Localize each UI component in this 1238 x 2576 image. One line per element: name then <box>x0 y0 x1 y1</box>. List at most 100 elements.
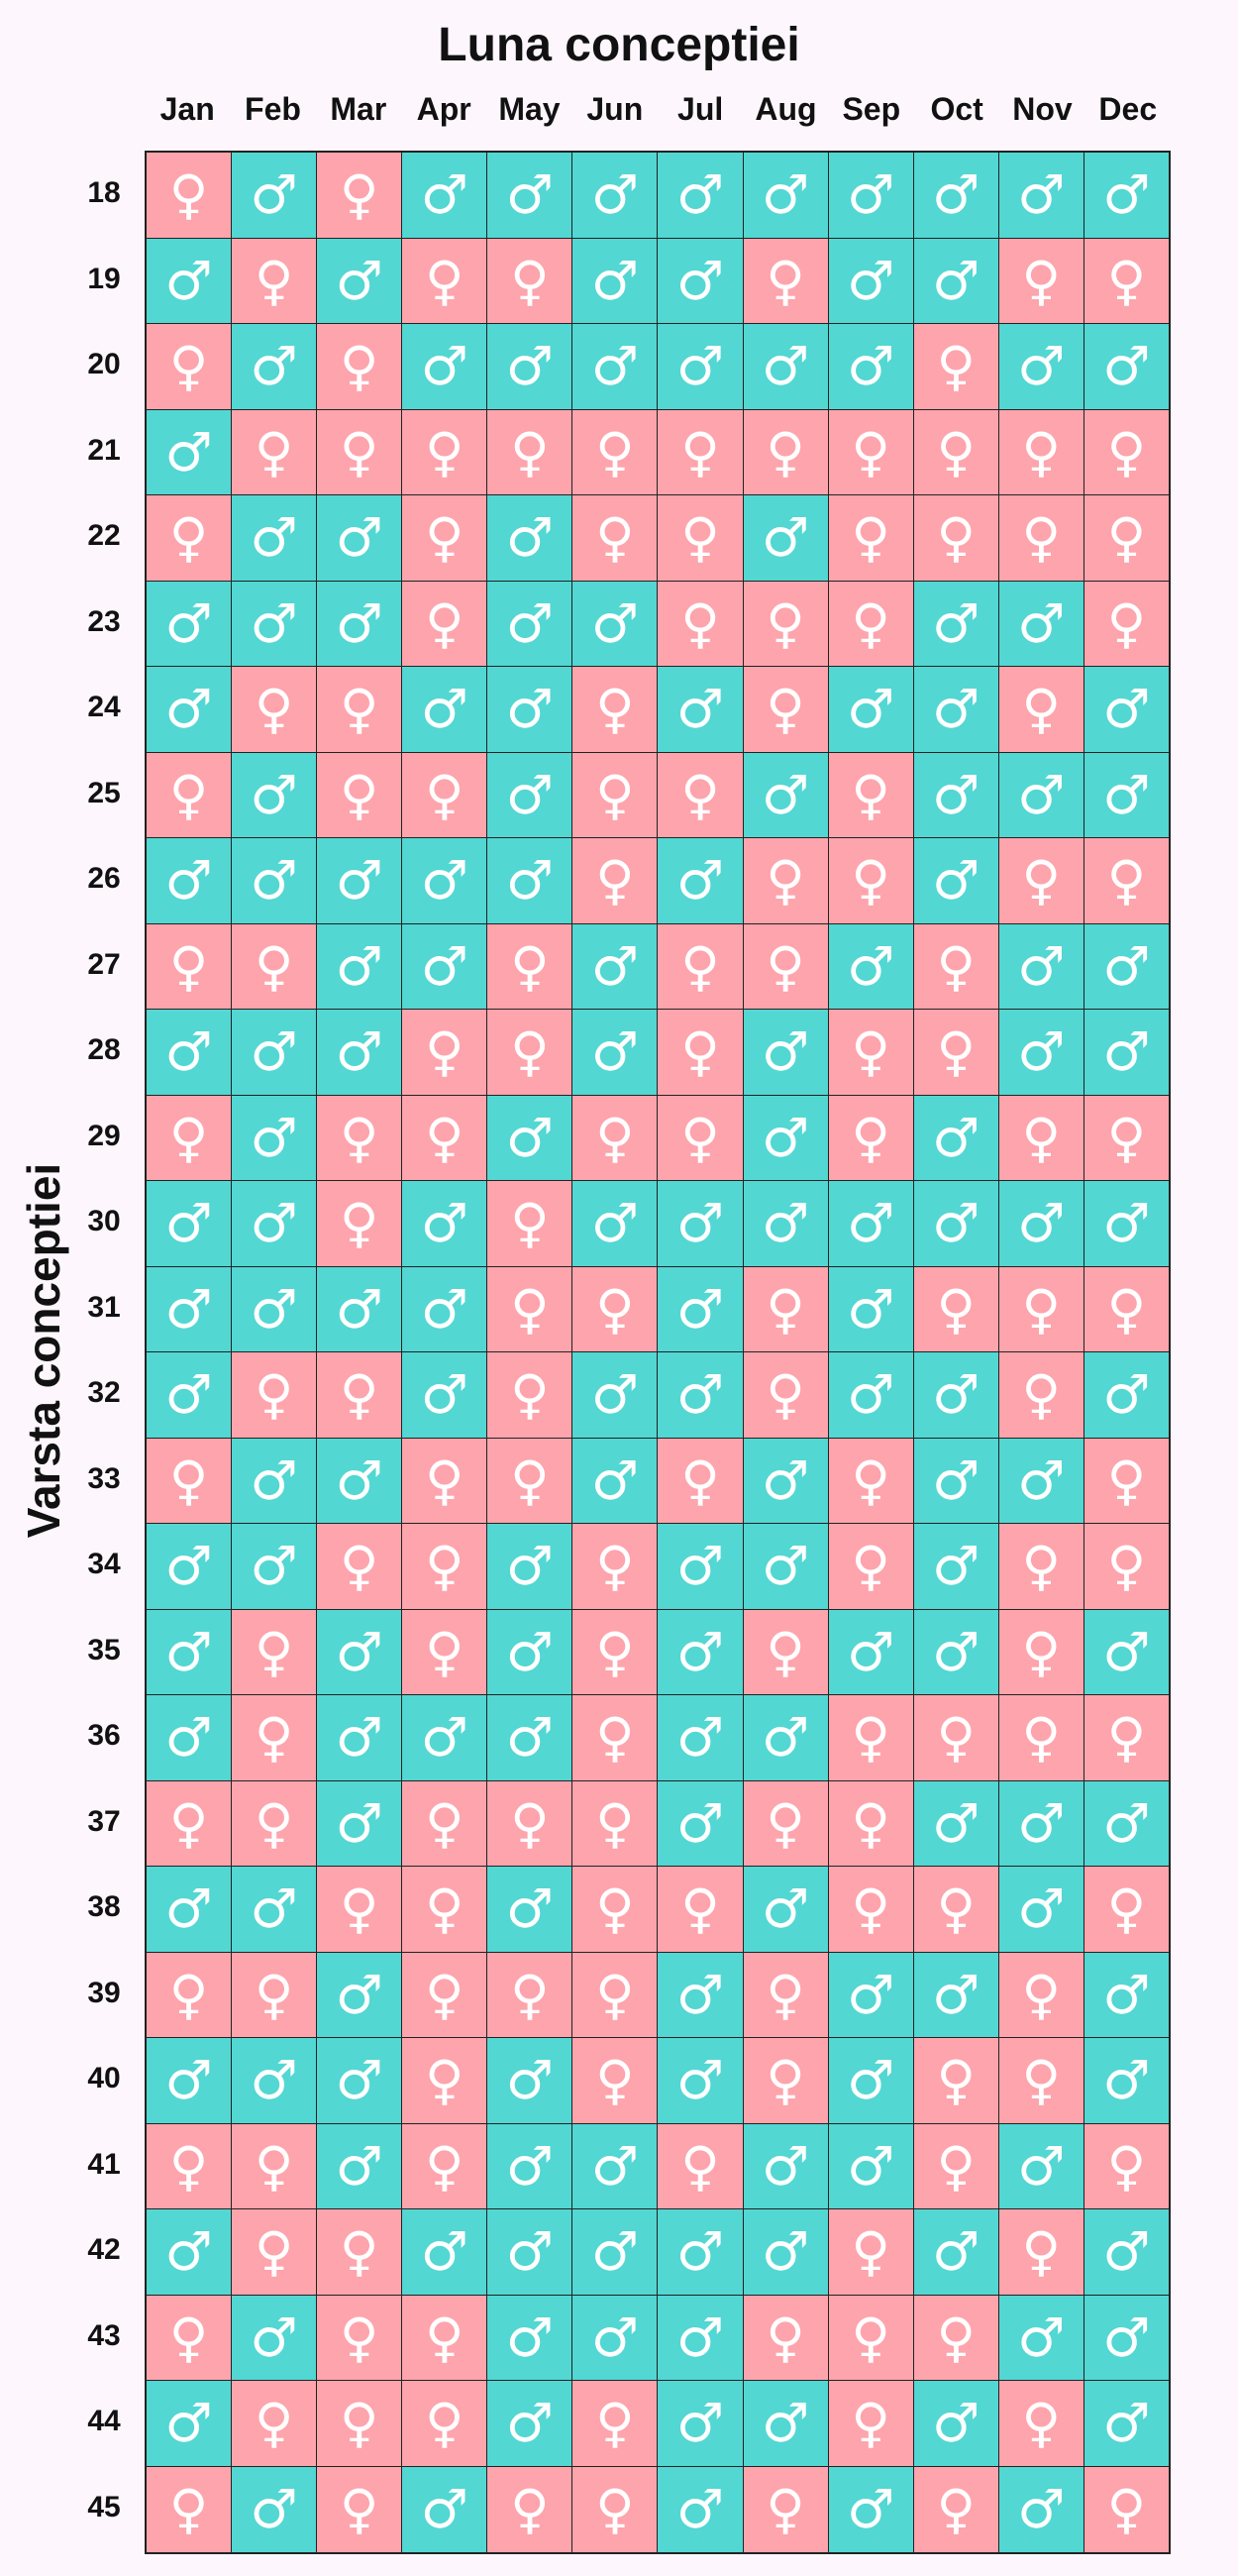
male-icon: ♂ <box>743 752 829 837</box>
age-label: 43 <box>87 2318 121 2352</box>
month-label: Apr <box>416 91 471 127</box>
female-icon: ♀ <box>998 2381 1084 2466</box>
male-icon: ♂ <box>658 2381 744 2466</box>
female-icon: ♀ <box>402 495 488 581</box>
male-icon: ♂ <box>913 2381 999 2466</box>
month-label: Nov <box>1012 91 1073 127</box>
male-icon: ♂ <box>658 2466 744 2552</box>
female-icon: ♀ <box>317 1867 403 1952</box>
female-icon: ♀ <box>913 495 999 581</box>
male-icon: ♂ <box>572 153 659 238</box>
male-icon: ♂ <box>232 1438 318 1523</box>
male-icon: ♂ <box>232 752 318 837</box>
month-label: Jun <box>586 91 644 127</box>
female-icon: ♀ <box>998 2038 1084 2123</box>
male-icon: ♂ <box>232 1266 318 1351</box>
age-label: 28 <box>87 1033 121 1067</box>
table-row: ♀ ♂ ♀ ♀ ♂ ♂ ♂ ♀ ♀ ♀ ♂ ♂ <box>147 2295 1169 2381</box>
female-icon: ♀ <box>998 495 1084 581</box>
female-icon: ♀ <box>658 752 744 837</box>
age-label: 37 <box>87 1804 121 1838</box>
female-icon: ♀ <box>572 2466 659 2552</box>
male-icon: ♂ <box>1083 1952 1169 2037</box>
male-icon: ♂ <box>232 838 318 923</box>
female-icon: ♀ <box>402 409 488 494</box>
female-icon: ♀ <box>1083 1266 1169 1351</box>
month-label: Oct <box>930 91 983 127</box>
age-label: 44 <box>87 2405 121 2438</box>
male-icon: ♂ <box>658 153 744 238</box>
female-icon: ♀ <box>487 1952 573 2037</box>
male-icon: ♂ <box>913 2209 999 2295</box>
male-icon: ♂ <box>232 1524 318 1609</box>
female-icon: ♀ <box>487 409 573 494</box>
male-icon: ♂ <box>317 838 403 923</box>
female-icon: ♀ <box>487 1438 573 1523</box>
female-icon: ♀ <box>402 1609 488 1694</box>
male-icon: ♂ <box>743 1095 829 1180</box>
female-icon: ♀ <box>232 1952 318 2037</box>
table-row: ♀ ♀ ♂ ♀ ♀ ♀ ♂ ♀ ♂ ♂ ♀ ♂ <box>147 1952 1169 2038</box>
table-row: ♀ ♂ ♀ ♀ ♂ ♀ ♀ ♂ ♀ ♂ ♂ ♂ <box>147 752 1169 838</box>
female-icon: ♀ <box>572 667 659 752</box>
female-icon: ♀ <box>402 1524 488 1609</box>
female-icon: ♀ <box>402 1438 488 1523</box>
male-icon: ♂ <box>828 238 914 323</box>
male-icon: ♂ <box>232 2295 318 2380</box>
age-label: 24 <box>87 691 121 724</box>
male-icon: ♂ <box>147 1010 233 1095</box>
male-icon: ♂ <box>658 1780 744 1866</box>
female-icon: ♀ <box>913 1695 999 1780</box>
female-icon: ♀ <box>658 1095 744 1180</box>
female-icon: ♀ <box>828 838 914 923</box>
female-icon: ♀ <box>998 1952 1084 2037</box>
table-row: ♂ ♂ ♂ ♀ ♂ ♀ ♂ ♀ ♂ ♀ ♀ ♂ <box>147 2038 1169 2124</box>
male-icon: ♂ <box>317 2038 403 2123</box>
male-icon: ♂ <box>147 667 233 752</box>
male-icon: ♂ <box>1083 752 1169 837</box>
age-label: 29 <box>87 1119 121 1152</box>
table-row: ♀ ♂ ♀ ♂ ♂ ♂ ♂ ♂ ♂ ♀ ♂ ♂ <box>147 324 1169 410</box>
table-row: ♂ ♀ ♀ ♂ ♂ ♀ ♂ ♀ ♂ ♂ ♀ ♂ <box>147 667 1169 753</box>
male-icon: ♂ <box>232 495 318 581</box>
female-icon: ♀ <box>572 1095 659 1180</box>
male-icon: ♂ <box>913 1438 999 1523</box>
female-icon: ♀ <box>232 238 318 323</box>
female-icon: ♀ <box>147 1438 233 1523</box>
male-icon: ♂ <box>998 2295 1084 2380</box>
female-icon: ♀ <box>913 324 999 409</box>
male-icon: ♂ <box>147 1695 233 1780</box>
male-icon: ♂ <box>913 667 999 752</box>
female-icon: ♀ <box>317 324 403 409</box>
female-icon: ♀ <box>913 923 999 1009</box>
female-icon: ♀ <box>317 2381 403 2466</box>
female-icon: ♀ <box>828 2381 914 2466</box>
male-icon: ♂ <box>1083 2295 1169 2380</box>
month-label: Feb <box>245 91 301 127</box>
age-label: 27 <box>87 947 121 981</box>
female-icon: ♀ <box>572 1695 659 1780</box>
female-icon: ♀ <box>743 1780 829 1866</box>
male-icon: ♂ <box>572 1352 659 1438</box>
table-row: ♀ ♂ ♀ ♂ ♀ ♀ ♂ ♀ ♂ ♀ ♂ ♀ <box>147 2466 1169 2552</box>
male-icon: ♂ <box>147 1524 233 1609</box>
male-icon: ♂ <box>572 324 659 409</box>
male-icon: ♂ <box>572 2295 659 2380</box>
female-icon: ♀ <box>743 581 829 666</box>
female-icon: ♀ <box>487 238 573 323</box>
table-row: ♀ ♂ ♂ ♀ ♀ ♂ ♀ ♂ ♀ ♂ ♂ ♀ <box>147 1438 1169 1524</box>
male-icon: ♂ <box>913 153 999 238</box>
male-icon: ♂ <box>913 752 999 837</box>
male-icon: ♂ <box>743 153 829 238</box>
female-icon: ♀ <box>1083 2123 1169 2208</box>
male-icon: ♂ <box>147 1266 233 1351</box>
female-icon: ♀ <box>998 2209 1084 2295</box>
female-icon: ♀ <box>572 838 659 923</box>
female-icon: ♀ <box>998 667 1084 752</box>
female-icon: ♀ <box>402 1095 488 1180</box>
table-row: ♂ ♂ ♂ ♀ ♀ ♂ ♀ ♂ ♀ ♀ ♂ ♂ <box>147 1010 1169 1096</box>
female-icon: ♀ <box>147 1780 233 1866</box>
female-icon: ♀ <box>1083 838 1169 923</box>
male-icon: ♂ <box>572 1438 659 1523</box>
month-header: Jan Feb Mar Apr May Jun Jul Aug Sep Oct Nov Dec <box>145 91 1171 128</box>
